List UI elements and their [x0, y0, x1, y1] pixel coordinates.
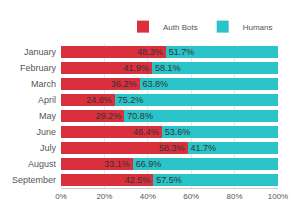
- svg-text:51.7%: 51.7%: [169, 47, 195, 57]
- svg-text:May: May: [39, 111, 57, 121]
- svg-text:June: June: [36, 127, 56, 137]
- svg-text:42.5%: 42.5%: [125, 175, 151, 185]
- svg-text:66.9%: 66.9%: [136, 159, 162, 169]
- svg-text:41.7%: 41.7%: [191, 143, 217, 153]
- svg-text:July: July: [40, 143, 57, 153]
- svg-text:57.5%: 57.5%: [156, 175, 182, 185]
- svg-text:40%: 40%: [140, 192, 156, 201]
- svg-text:41.9%: 41.9%: [123, 63, 149, 73]
- svg-text:48.3%: 48.3%: [137, 47, 163, 57]
- svg-text:60%: 60%: [183, 192, 199, 201]
- svg-text:80%: 80%: [227, 192, 243, 201]
- svg-text:75.2%: 75.2%: [118, 95, 144, 105]
- svg-text:58.1%: 58.1%: [155, 63, 181, 73]
- svg-text:September: September: [12, 175, 56, 185]
- svg-text:Humans: Humans: [243, 23, 273, 32]
- svg-text:58.3%: 58.3%: [159, 143, 185, 153]
- svg-text:33.1%: 33.1%: [104, 159, 130, 169]
- svg-text:100%: 100%: [268, 192, 288, 201]
- svg-text:April: April: [38, 95, 56, 105]
- svg-text:February: February: [20, 63, 57, 73]
- svg-text:24.8%: 24.8%: [86, 95, 112, 105]
- svg-text:August: August: [28, 159, 57, 169]
- svg-text:March: March: [31, 79, 56, 89]
- svg-text:January: January: [24, 47, 57, 57]
- svg-text:0%: 0%: [55, 192, 67, 201]
- svg-text:36.2%: 36.2%: [111, 79, 137, 89]
- svg-text:46.4%: 46.4%: [133, 127, 159, 137]
- svg-text:Auth Bots: Auth Bots: [163, 23, 198, 32]
- svg-text:20%: 20%: [96, 192, 112, 201]
- svg-text:63.8%: 63.8%: [143, 79, 169, 89]
- svg-text:53.6%: 53.6%: [165, 127, 191, 137]
- svg-text:70.8%: 70.8%: [127, 111, 153, 121]
- svg-text:29.2%: 29.2%: [96, 111, 122, 121]
